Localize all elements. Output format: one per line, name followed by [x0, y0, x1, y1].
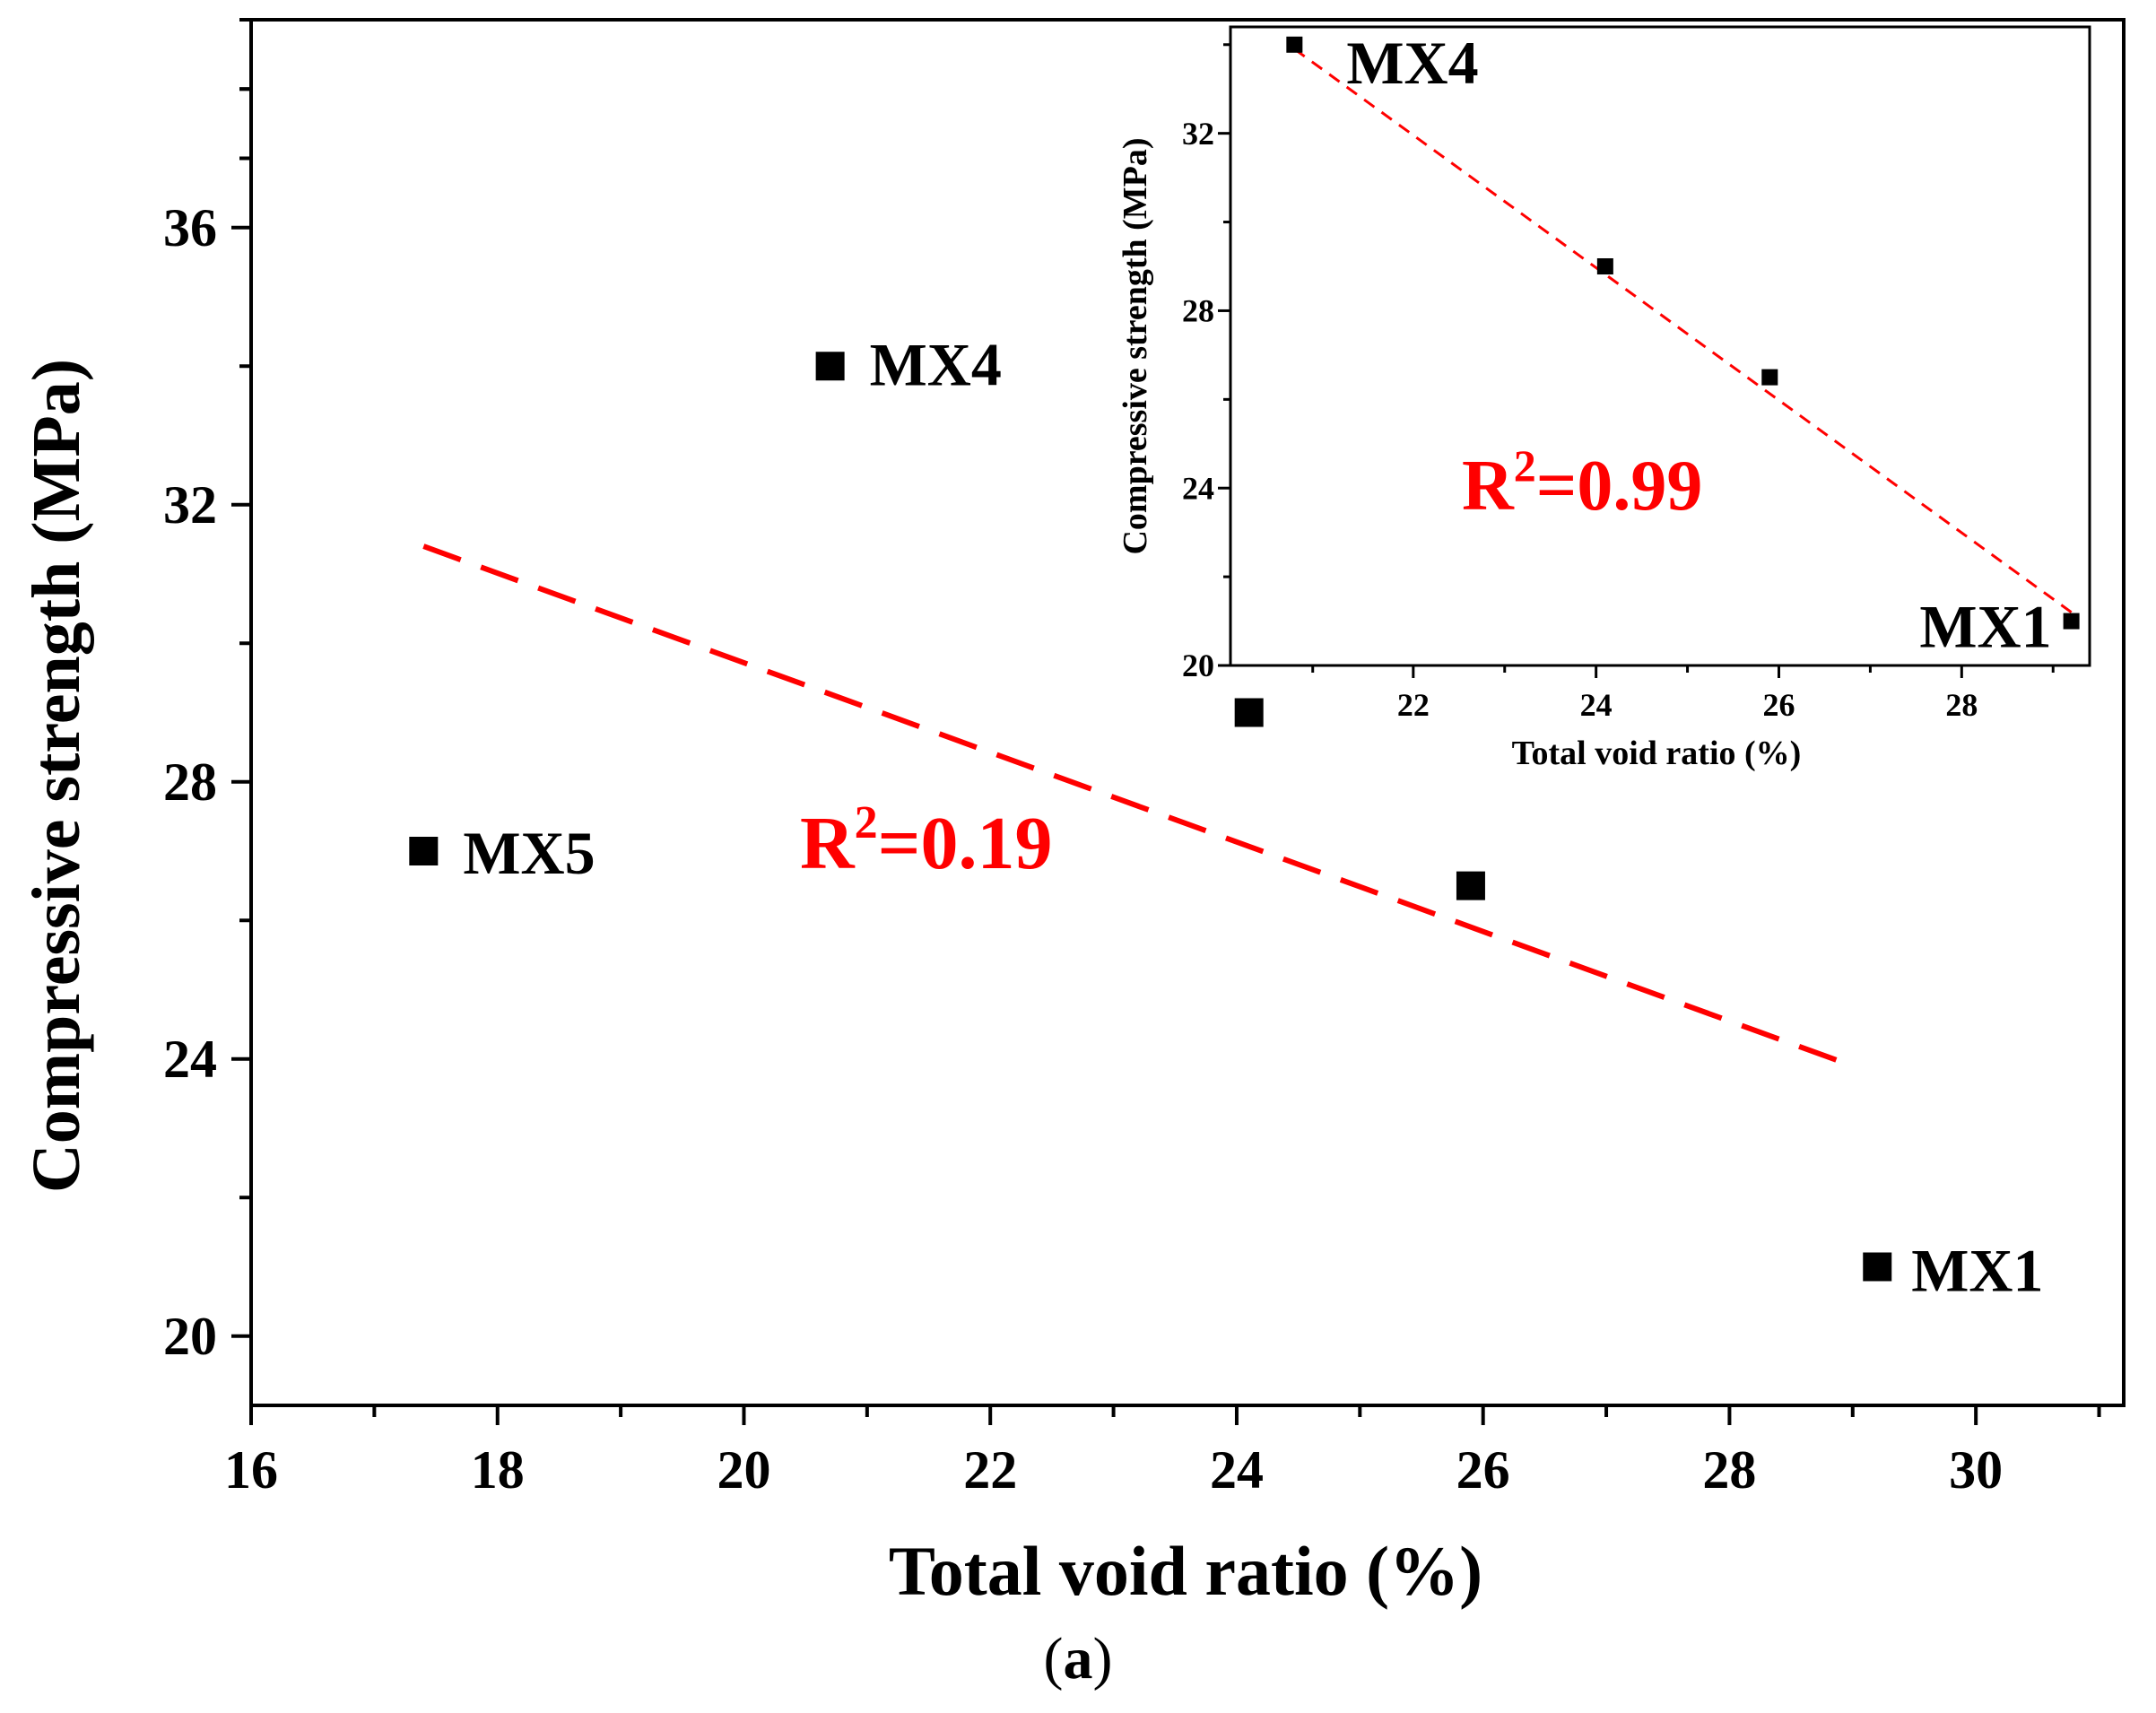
- inset-data-point: [1761, 369, 1778, 386]
- inset-plot: 20 24 28 32 22 24 26 28 MX4 MX1 R2=0.99 Total v…: [1117, 25, 2091, 772]
- main-x-tick-label: 26: [1456, 1440, 1510, 1500]
- inset-y-tick-label: 24: [1182, 470, 1214, 506]
- inset-y-tick-label: 28: [1182, 293, 1214, 329]
- main-data-point: [1863, 1252, 1892, 1282]
- main-y-tick-label: 36: [163, 198, 217, 257]
- inset-data-point: [1286, 36, 1303, 53]
- main-plot-frame: [249, 18, 2126, 1407]
- inset-data-point: [2063, 613, 2080, 630]
- main-y-tick-label: 20: [163, 1307, 217, 1366]
- figure-caption: (a): [1043, 1626, 1113, 1691]
- main-y-tick-label: 32: [163, 475, 217, 535]
- main-point-label: MX5: [463, 819, 595, 887]
- main-data-point: [1456, 871, 1485, 900]
- inset-x-tick-label: 26: [1762, 687, 1795, 723]
- main-points: [409, 352, 1892, 1282]
- main-y-tick-label: 28: [163, 752, 217, 812]
- inset-points: [1286, 36, 2080, 630]
- main-x-tick-label: 20: [717, 1440, 770, 1500]
- inset-x-axis-label: Total void ratio (%): [1512, 735, 1802, 772]
- main-x-tick-label: 16: [224, 1440, 278, 1500]
- main-x-tick-label: 24: [1210, 1440, 1264, 1500]
- inset-fit-line: [1293, 48, 2073, 613]
- main-x-tick-label: 18: [471, 1440, 525, 1500]
- main-x-tick-label: 22: [963, 1440, 1017, 1500]
- main-x-ticks: 16 18 20 22 24 26 28 30: [224, 1405, 2101, 1500]
- inset-regression-line: [1293, 48, 2073, 613]
- inset-x-tick-label: 24: [1580, 687, 1613, 723]
- main-plot: 20 24 28 32 36 16 18 20 22 24 26 28 30 MX4 MX5 MX1 R2…: [19, 18, 2126, 1610]
- inset-x-tick-label: 28: [1945, 687, 1978, 723]
- main-y-axis-label: Compressive strength (MPa): [19, 359, 94, 1193]
- main-x-tick-label: 28: [1702, 1440, 1756, 1500]
- main-regression-line: [422, 543, 1854, 1069]
- inset-y-axis-label: Compressive strength (MPa): [1117, 137, 1154, 554]
- inset-plot-frame: [1229, 25, 2091, 667]
- main-point-labels: MX4 MX5 MX1: [463, 330, 2043, 1304]
- main-point-label: MX1: [1911, 1237, 2043, 1305]
- inset-data-point: [1596, 258, 1613, 274]
- inset-r2-annotation: R2=0.99: [1462, 440, 1702, 526]
- inset-y-ticks: 20 24 28 32: [1182, 43, 1230, 683]
- inset-x-ticks: 22 24 26 28: [1311, 665, 2055, 723]
- inset-x-tick-label: 22: [1397, 687, 1430, 723]
- main-x-axis-label: Total void ratio (%): [889, 1532, 1482, 1610]
- inset-y-tick-label: 32: [1182, 116, 1214, 152]
- inset-y-tick-label: 20: [1182, 648, 1214, 683]
- main-y-ticks: 20 24 28 32 36: [163, 18, 251, 1366]
- inset-point-label: MX1: [1919, 593, 2051, 661]
- inset-point-label: MX4: [1346, 29, 1478, 97]
- main-data-point: [1234, 698, 1264, 727]
- main-fit-line: [422, 543, 1854, 1069]
- main-data-point: [815, 352, 845, 381]
- main-point-label: MX4: [870, 330, 1002, 398]
- main-r2-annotation: R2=0.19: [800, 797, 1053, 885]
- inset-point-labels: MX4 MX1: [1346, 29, 2051, 661]
- main-x-tick-label: 30: [1949, 1440, 2003, 1500]
- main-data-point: [409, 837, 439, 865]
- main-y-tick-label: 24: [163, 1030, 217, 1089]
